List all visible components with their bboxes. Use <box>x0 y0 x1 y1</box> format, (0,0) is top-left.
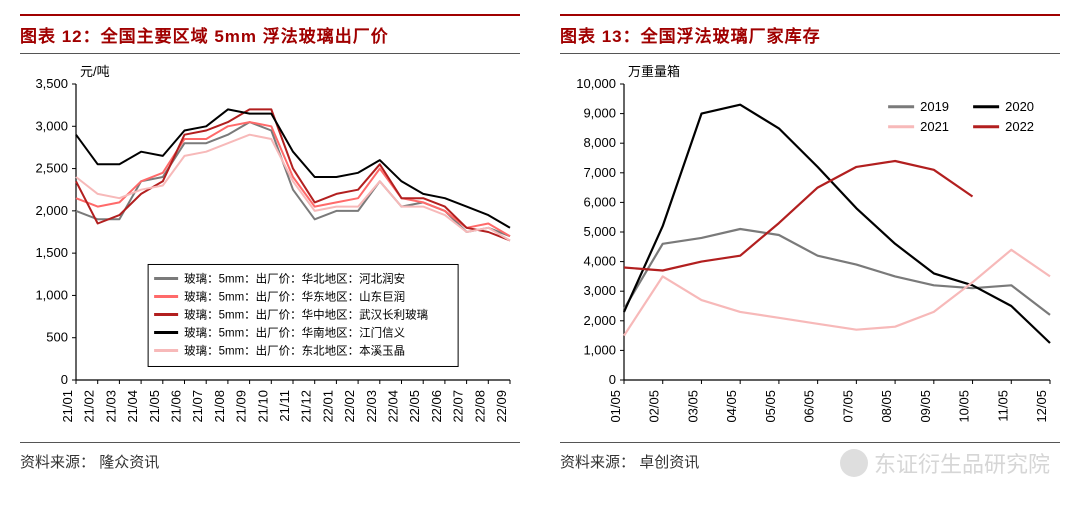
svg-text:2,500: 2,500 <box>35 161 68 176</box>
svg-text:21/02: 21/02 <box>82 390 97 423</box>
svg-text:2021: 2021 <box>920 119 949 134</box>
svg-text:3,500: 3,500 <box>35 76 68 91</box>
svg-text:2,000: 2,000 <box>583 313 616 328</box>
svg-text:21/09: 21/09 <box>234 390 249 423</box>
svg-text:22/07: 22/07 <box>451 390 466 423</box>
svg-text:04/05: 04/05 <box>724 390 739 423</box>
svg-text:1,000: 1,000 <box>583 342 616 357</box>
svg-text:9,000: 9,000 <box>583 106 616 121</box>
svg-text:1,500: 1,500 <box>35 245 68 260</box>
svg-text:03/05: 03/05 <box>685 390 700 423</box>
svg-text:21/01: 21/01 <box>60 390 75 423</box>
chart-area-right: 万重量箱 0 1,000 2,000 3,000 4,000 5,000 6,000 7,000… <box>560 58 1060 438</box>
svg-text:500: 500 <box>46 330 68 345</box>
source-label: 资料来源： <box>20 454 95 471</box>
svg-text:元/吨: 元/吨 <box>80 64 110 79</box>
svg-text:22/01: 22/01 <box>320 390 335 423</box>
chart-area-left: 元/吨 0 500 1,000 1,500 2,000 2,500 3,000 3,500 21/… <box>20 58 520 438</box>
svg-text:06/05: 06/05 <box>802 390 817 423</box>
svg-text:08/05: 08/05 <box>879 390 894 423</box>
svg-text:22/03: 22/03 <box>364 390 379 423</box>
svg-text:02/05: 02/05 <box>647 390 662 423</box>
svg-text:22/06: 22/06 <box>429 390 444 423</box>
svg-text:0: 0 <box>609 372 616 387</box>
svg-text:7,000: 7,000 <box>583 165 616 180</box>
svg-text:2020: 2020 <box>1005 99 1034 114</box>
source-label: 资料来源： <box>560 454 635 471</box>
svg-text:3,000: 3,000 <box>35 118 68 133</box>
svg-text:05/05: 05/05 <box>763 390 778 423</box>
svg-text:0: 0 <box>61 372 68 387</box>
svg-text:10/05: 10/05 <box>957 390 972 423</box>
svg-text:09/05: 09/05 <box>918 390 933 423</box>
svg-text:玻璃：5mm：出厂价：华东地区：山东巨润: 玻璃：5mm：出厂价：华东地区：山东巨润 <box>184 289 405 303</box>
svg-text:12/05: 12/05 <box>1034 390 1049 423</box>
svg-text:4,000: 4,000 <box>583 254 616 269</box>
svg-text:2022: 2022 <box>1005 119 1034 134</box>
svg-text:5,000: 5,000 <box>583 224 616 239</box>
svg-text:6,000: 6,000 <box>583 194 616 209</box>
chart-title-row: 图表 13：全国浮法玻璃厂家库存 <box>560 14 1060 54</box>
svg-text:21/11: 21/11 <box>277 390 292 422</box>
svg-text:玻璃：5mm：出厂价：华中地区：武汉长利玻璃: 玻璃：5mm：出厂价：华中地区：武汉长利玻璃 <box>184 307 428 321</box>
svg-text:21/12: 21/12 <box>299 390 314 423</box>
svg-text:21/07: 21/07 <box>190 390 205 423</box>
svg-text:1,000: 1,000 <box>35 287 68 302</box>
svg-text:8,000: 8,000 <box>583 135 616 150</box>
source-value: 隆众资讯 <box>99 454 159 471</box>
source-row: 资料来源： 卓创资讯 <box>560 442 1060 472</box>
svg-text:21/10: 21/10 <box>255 390 270 423</box>
chart-title: 图表 13：全国浮法玻璃厂家库存 <box>560 22 821 47</box>
source-row: 资料来源： 隆众资讯 <box>20 442 520 472</box>
svg-text:21/05: 21/05 <box>147 390 162 423</box>
svg-text:3,000: 3,000 <box>583 283 616 298</box>
svg-text:10,000: 10,000 <box>576 76 616 91</box>
svg-text:22/08: 22/08 <box>472 390 487 423</box>
svg-text:2,000: 2,000 <box>35 203 68 218</box>
svg-text:2019: 2019 <box>920 99 949 114</box>
svg-text:玻璃：5mm：出厂价：华北地区：河北润安: 玻璃：5mm：出厂价：华北地区：河北润安 <box>184 271 405 285</box>
svg-text:11/05: 11/05 <box>995 390 1010 422</box>
svg-text:22/05: 22/05 <box>407 390 422 423</box>
svg-text:21/04: 21/04 <box>125 390 140 423</box>
svg-text:21/08: 21/08 <box>212 390 227 423</box>
svg-text:07/05: 07/05 <box>840 390 855 423</box>
svg-text:22/09: 22/09 <box>494 390 509 423</box>
svg-text:22/02: 22/02 <box>342 390 357 423</box>
source-value: 卓创资讯 <box>639 454 699 471</box>
chart-panel-right: 图表 13：全国浮法玻璃厂家库存 万重量箱 0 1,000 2,000 3,000 4,0… <box>540 0 1080 505</box>
chart-title: 图表 12：全国主要区域 5mm 浮法玻璃出厂价 <box>20 22 389 47</box>
svg-text:21/06: 21/06 <box>169 390 184 423</box>
svg-text:玻璃：5mm：出厂价：东北地区：本溪玉晶: 玻璃：5mm：出厂价：东北地区：本溪玉晶 <box>184 343 405 357</box>
chart-title-row: 图表 12：全国主要区域 5mm 浮法玻璃出厂价 <box>20 14 520 54</box>
svg-text:22/04: 22/04 <box>386 390 401 423</box>
svg-text:01/05: 01/05 <box>608 390 623 423</box>
chart-panel-left: 图表 12：全国主要区域 5mm 浮法玻璃出厂价 元/吨 0 500 1,000 1,5… <box>0 0 540 505</box>
svg-text:万重量箱: 万重量箱 <box>628 64 680 79</box>
svg-text:玻璃：5mm：出厂价：华南地区：江门信义: 玻璃：5mm：出厂价：华南地区：江门信义 <box>184 325 406 339</box>
svg-text:21/03: 21/03 <box>103 390 118 423</box>
